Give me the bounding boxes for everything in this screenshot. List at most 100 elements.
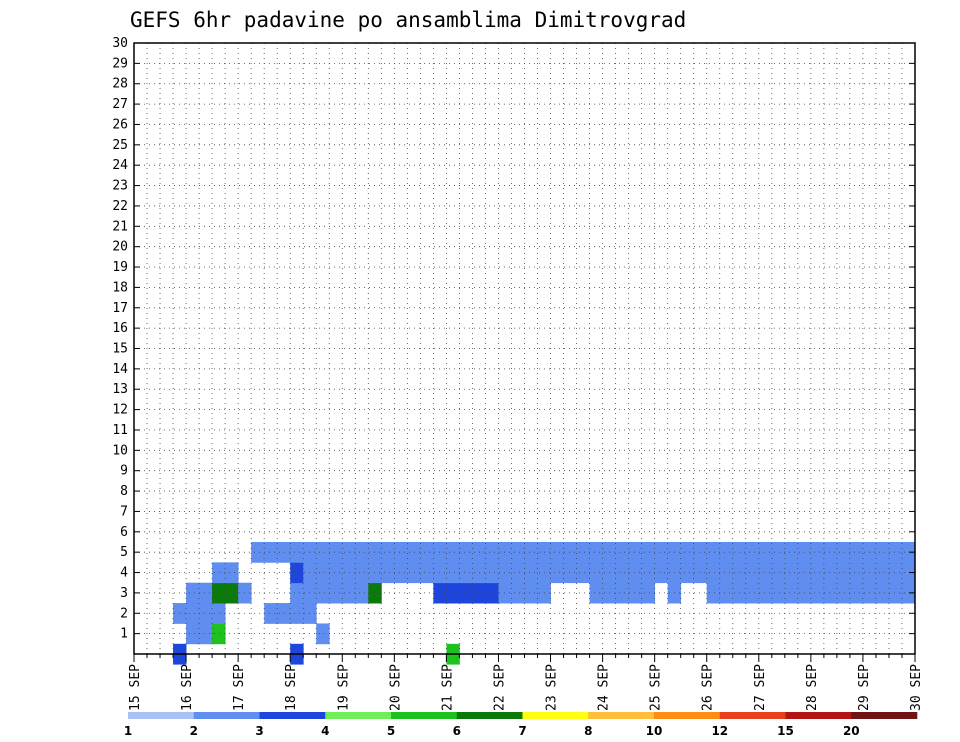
legend-swatch <box>391 712 458 719</box>
heatmap-cell <box>199 582 213 604</box>
x-tick-label: 27 SEP <box>753 664 768 711</box>
heatmap-cell <box>654 541 669 563</box>
y-tick-label: 10 <box>112 443 128 458</box>
y-tick-label: 7 <box>120 504 128 519</box>
heatmap-cell <box>576 541 590 563</box>
heatmap-cell <box>290 562 304 584</box>
heatmap-cell <box>654 562 669 584</box>
y-tick-label: 20 <box>112 240 128 255</box>
y-tick-label: 3 <box>120 586 128 601</box>
heatmap-cell <box>186 582 200 604</box>
x-tick-label: 30 SEP <box>909 664 924 711</box>
heatmap-cell <box>316 562 330 584</box>
heatmap-cell <box>745 562 760 584</box>
heatmap-cell <box>485 541 499 563</box>
y-tick-label: 8 <box>120 484 128 499</box>
heatmap-cell <box>823 562 838 584</box>
x-tick-label: 18 SEP <box>284 664 299 711</box>
heatmap-cell <box>446 562 460 584</box>
legend-label: 10 <box>646 724 663 738</box>
y-tick-label: 17 <box>112 301 128 316</box>
heatmap-cell <box>511 541 525 563</box>
heatmap-cell <box>459 541 473 563</box>
heatmap-cell <box>563 562 577 584</box>
y-tick-label: 5 <box>120 545 128 560</box>
x-tick-label: 28 SEP <box>805 664 820 711</box>
y-tick-label: 6 <box>120 525 128 540</box>
heatmap-cell <box>355 582 369 604</box>
y-tick-label: 22 <box>112 199 128 214</box>
legend-label: 12 <box>711 724 728 738</box>
heatmap-cell <box>758 562 773 584</box>
heatmap-cell <box>329 582 343 604</box>
heatmap-cell <box>836 541 851 563</box>
heatmap-cell <box>589 582 603 604</box>
heatmap-cell <box>680 562 695 584</box>
x-tick-label: 20 SEP <box>388 664 403 711</box>
heatmap-cell <box>212 582 226 604</box>
legend-swatch <box>456 712 523 719</box>
heatmap-cell <box>355 541 369 563</box>
heatmap-cell <box>459 582 473 604</box>
heatmap-cell <box>641 541 656 563</box>
heatmap-cell <box>420 541 434 563</box>
heatmap-cell <box>381 562 395 584</box>
heatmap-cell <box>836 562 851 584</box>
heatmap-cell <box>888 541 903 563</box>
heatmap-cell <box>784 541 799 563</box>
heatmap-cell <box>433 582 447 604</box>
heatmap-cell <box>225 562 239 584</box>
legend-swatch <box>588 712 655 719</box>
legend-swatch <box>522 712 589 719</box>
heatmap-cell <box>719 541 734 563</box>
heatmap-cell <box>212 562 226 584</box>
y-tick-label: 23 <box>112 179 128 194</box>
heatmap-cell <box>810 582 825 604</box>
heatmap-cell <box>706 582 721 604</box>
heatmap-cell <box>849 582 864 604</box>
y-tick-label: 21 <box>112 219 128 234</box>
heatmap-cell <box>199 603 213 624</box>
heatmap-cell <box>888 582 903 604</box>
legend-label: 6 <box>453 724 461 738</box>
heatmap-cell <box>628 562 643 584</box>
heatmap-cell <box>212 623 226 645</box>
heatmap-cell <box>836 582 851 604</box>
heatmap-cell <box>316 623 330 645</box>
heatmap-cell <box>849 541 864 563</box>
heatmap-cell <box>498 541 512 563</box>
y-tick-label: 26 <box>112 117 128 132</box>
heatmap-cell <box>589 541 603 563</box>
legend-swatch <box>128 712 195 719</box>
heatmap-cell <box>901 582 916 604</box>
y-tick-label: 2 <box>120 606 128 621</box>
heatmap-cell <box>394 541 408 563</box>
heatmap-cell <box>329 562 343 584</box>
y-tick-label: 19 <box>112 260 128 275</box>
legend-swatch <box>719 712 786 719</box>
heatmap-cell <box>745 582 760 604</box>
heatmap-cell <box>771 582 786 604</box>
heatmap-cell <box>498 582 512 604</box>
heatmap-cell <box>706 562 721 584</box>
y-tick-label: 18 <box>112 280 128 295</box>
heatmap-cell <box>693 541 708 563</box>
heatmap-cell <box>628 541 643 563</box>
heatmap-cell <box>277 603 291 624</box>
heatmap-cell <box>186 623 200 645</box>
heatmap-cell <box>589 562 603 584</box>
legend-swatch <box>785 712 852 719</box>
heatmap-cell <box>524 541 538 563</box>
heatmap-cell <box>875 562 890 584</box>
legend-label: 2 <box>190 724 198 738</box>
heatmap-cell <box>264 603 278 624</box>
heatmap-cells <box>173 541 916 665</box>
y-tick-label: 4 <box>120 566 128 581</box>
legend-swatch <box>325 712 392 719</box>
heatmap-cell <box>524 562 538 584</box>
heatmap-cell <box>342 582 356 604</box>
y-tick-label: 28 <box>112 77 128 92</box>
legend-label: 4 <box>321 724 329 738</box>
heatmap-cell <box>615 541 630 563</box>
heatmap-cell <box>511 562 525 584</box>
